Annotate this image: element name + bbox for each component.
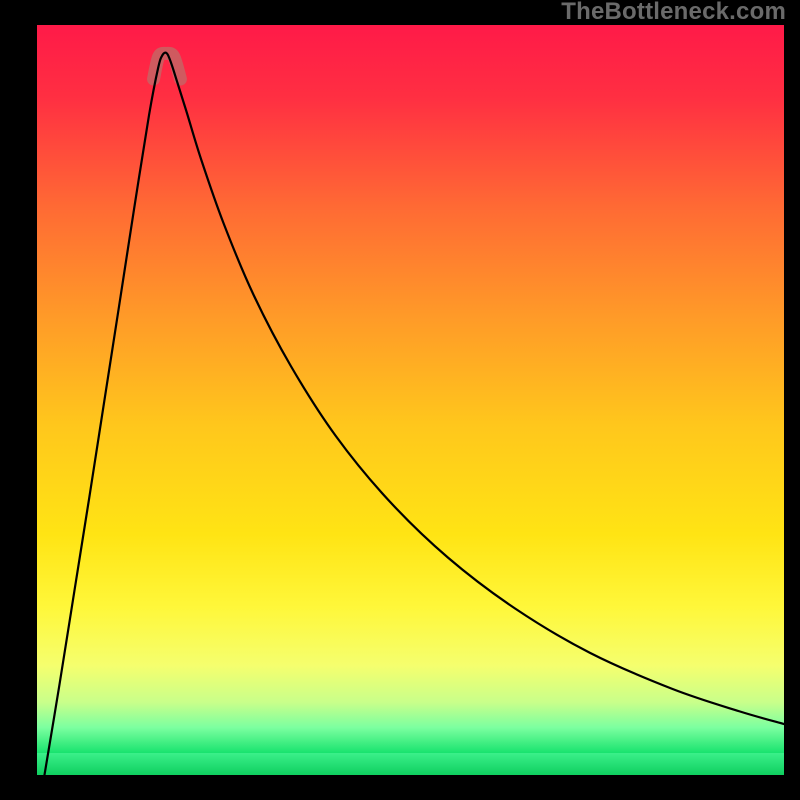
bottleneck-curve <box>44 53 784 775</box>
stage: TheBottleneck.com <box>0 0 800 800</box>
watermark-text: TheBottleneck.com <box>561 0 786 24</box>
curve-layer <box>37 25 784 775</box>
plot-area <box>37 25 784 775</box>
